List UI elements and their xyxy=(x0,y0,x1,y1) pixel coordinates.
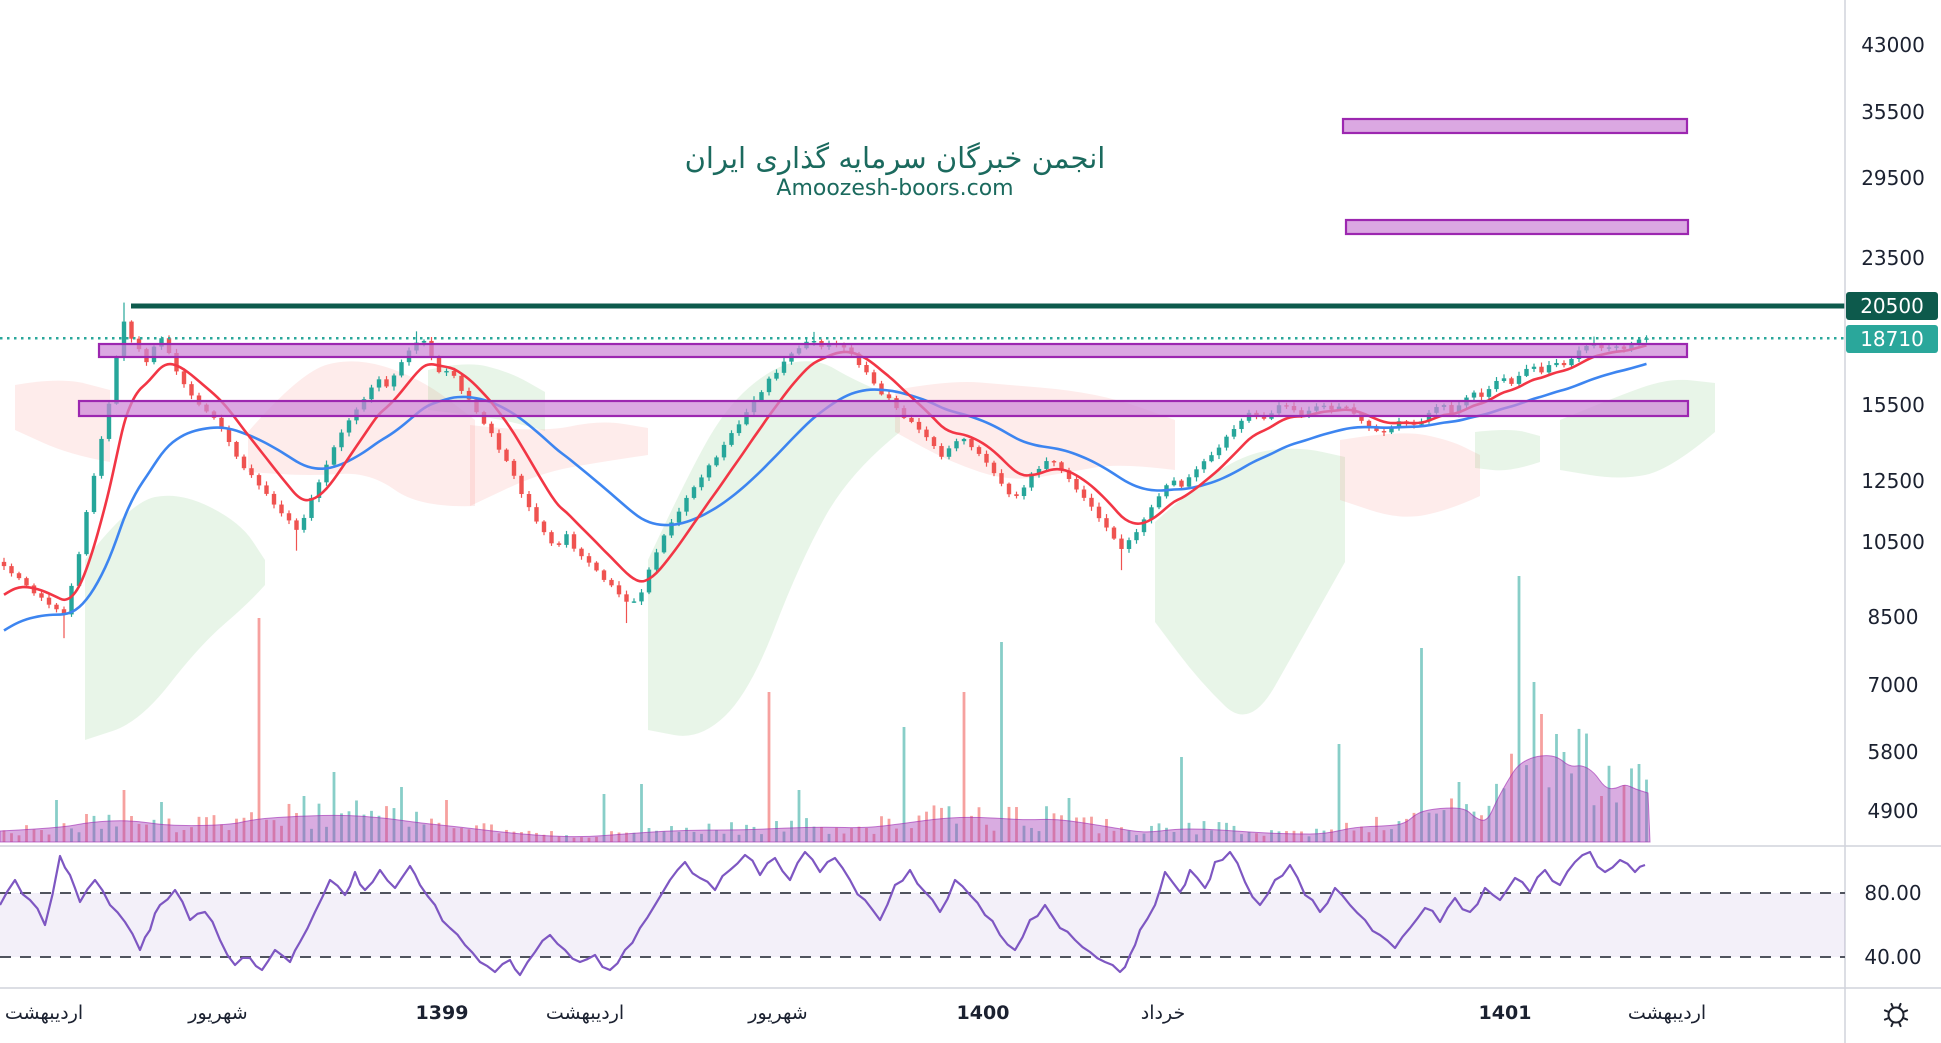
price-tick-29500: 29500 xyxy=(1861,165,1925,190)
price-tick-35500: 35500 xyxy=(1861,100,1925,125)
price-tick-43000: 43000 xyxy=(1861,32,1925,57)
time-label-3: اردیبهشت xyxy=(545,1002,625,1024)
supply-demand-zones[interactable] xyxy=(77,117,1690,418)
time-label-5: 1400 xyxy=(956,1002,1010,1024)
time-label-2: 1399 xyxy=(415,1002,469,1024)
price-tick-15500: 15500 xyxy=(1861,392,1925,417)
resistance-price-label: 20500 xyxy=(1846,292,1938,320)
time-label-0: اردیبهشت xyxy=(4,1002,84,1024)
zone-34000[interactable] xyxy=(1341,117,1689,135)
last-price-label: 18710 xyxy=(1846,325,1938,353)
time-label-4: شهریور xyxy=(748,1002,808,1024)
price-tick-4900: 4900 xyxy=(1867,799,1919,824)
ichimoku-cloud xyxy=(15,361,1715,740)
price-tick-23500: 23500 xyxy=(1861,245,1925,270)
time-label-6: خرداد xyxy=(1140,1002,1186,1024)
time-label-8: اردیبهشت xyxy=(1627,1002,1707,1024)
zone-18000[interactable] xyxy=(97,342,1689,359)
settings-gear-icon[interactable] xyxy=(1878,997,1914,1033)
zone-25500[interactable] xyxy=(1344,218,1690,236)
time-label-7: 1401 xyxy=(1478,1002,1532,1024)
price-tick-7000: 7000 xyxy=(1867,673,1919,698)
price-tick-8500: 8500 xyxy=(1867,604,1919,629)
price-tick-12500: 12500 xyxy=(1861,468,1925,493)
rsi-tick-40.00: 40.00 xyxy=(1864,945,1922,969)
rsi-line xyxy=(0,850,1646,977)
zone-15300[interactable] xyxy=(77,399,1690,418)
price-tick-5800: 5800 xyxy=(1867,739,1919,764)
rsi-tick-80.00: 80.00 xyxy=(1864,881,1922,905)
time-label-1: شهریور xyxy=(188,1002,248,1024)
volume-ma-area xyxy=(0,755,1651,843)
price-tick-10500: 10500 xyxy=(1861,530,1925,555)
rsi-band xyxy=(0,893,1845,957)
volume-bars xyxy=(2,576,1648,842)
